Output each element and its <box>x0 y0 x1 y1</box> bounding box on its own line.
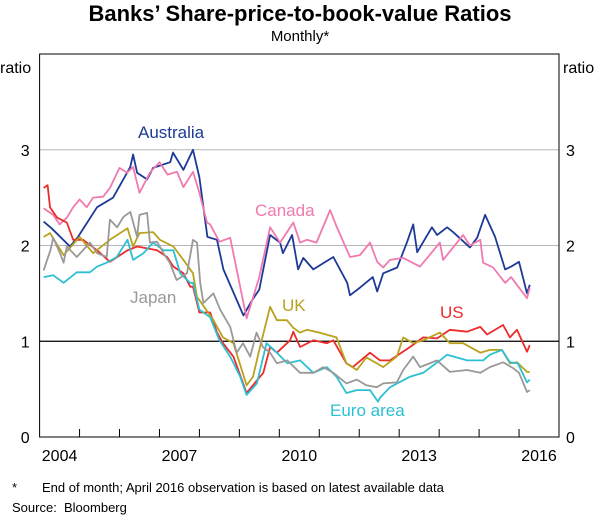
series-line-japan <box>42 211 531 393</box>
x-tick-label: 2016 <box>521 448 557 465</box>
series-label-canada: Canada <box>255 201 315 220</box>
line-chart: ratio ratio 0 0 1 1 2 2 3 3 2004 2007 2010 2013 2016… <box>0 53 594 465</box>
plot-frame <box>39 53 560 438</box>
series-label-uk: UK <box>282 296 306 315</box>
x-tick-label: 2007 <box>162 448 198 465</box>
series-label-us: US <box>440 303 464 322</box>
series-line-uk <box>43 227 530 387</box>
y-tick-label-left: 2 <box>21 239 30 256</box>
footnote-asterisk: * End of month; April 2016 observation is… <box>12 480 444 495</box>
source-label: Source: <box>12 500 57 515</box>
footnote-marker: * <box>12 480 18 495</box>
chart-subtitle: Monthly* <box>270 28 330 45</box>
y-tick-label-right: 0 <box>566 430 575 447</box>
series-line-australia <box>43 148 531 317</box>
series-label-euro-area: Euro area <box>330 401 405 420</box>
source-text: Bloomberg <box>64 500 127 515</box>
y-tick-label-left: 0 <box>21 430 30 447</box>
y-tick-label-left: 3 <box>21 143 30 160</box>
x-tick-label: 2013 <box>401 448 437 465</box>
x-tick-label: 2004 <box>42 448 78 465</box>
y-axis-label-right: ratio <box>563 60 594 77</box>
y-tick-label-right: 3 <box>566 143 575 160</box>
series-line-euro-area <box>43 238 531 403</box>
footnote-source: Source: Bloomberg <box>12 500 127 515</box>
chart-title: Banks’ Share-price-to-book-value Ratios <box>88 1 512 26</box>
x-tick-label: 2010 <box>282 448 318 465</box>
series-label-japan: Japan <box>130 288 176 307</box>
series-line-canada <box>43 161 531 320</box>
y-tick-label-right: 1 <box>566 334 575 351</box>
y-axis-label-left: ratio <box>0 60 31 77</box>
footnote-text: End of month; April 2016 observation is … <box>42 480 444 495</box>
y-tick-label-left: 1 <box>21 334 30 351</box>
y-tick-label-right: 2 <box>566 239 575 256</box>
series-label-australia: Australia <box>138 123 205 142</box>
